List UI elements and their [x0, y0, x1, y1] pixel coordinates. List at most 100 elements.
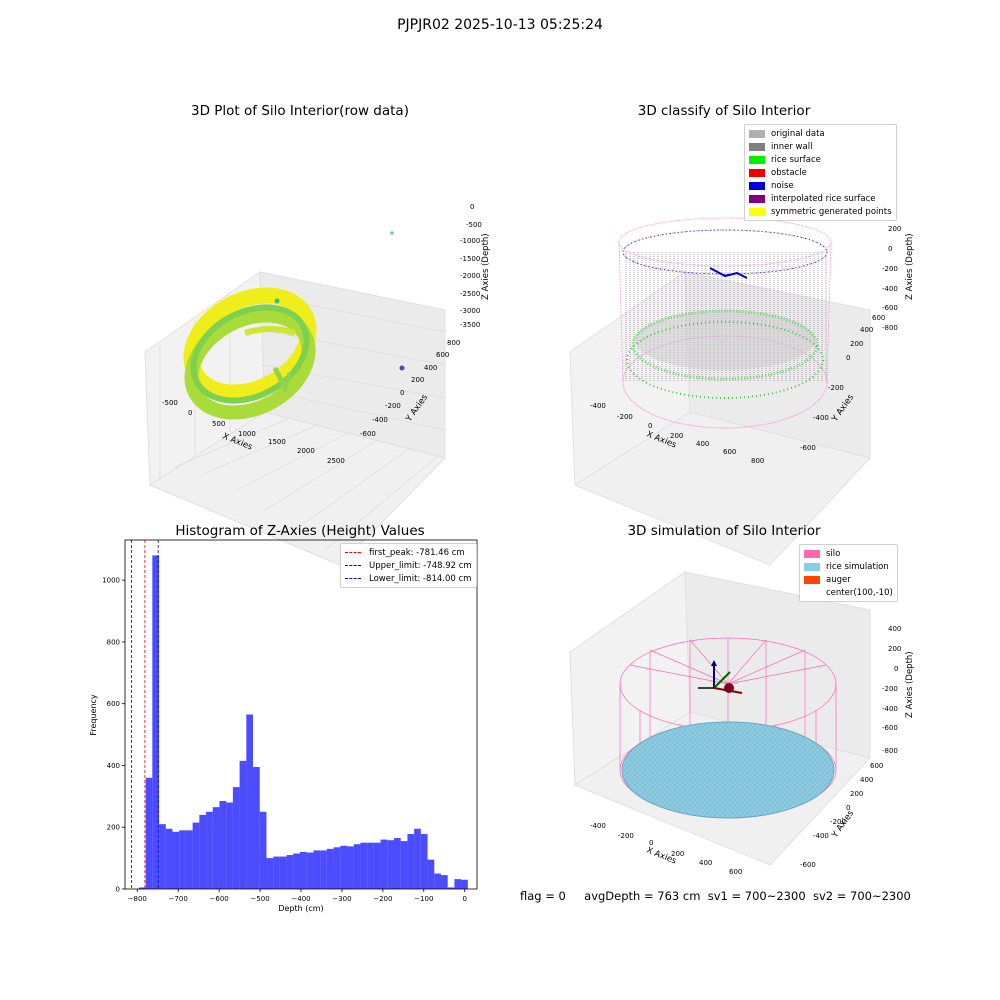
histogram-bar: [387, 840, 394, 889]
svg-text:-2500: -2500: [460, 290, 480, 298]
histogram-bars: [138, 555, 468, 889]
legend-swatch: [345, 565, 361, 566]
histogram-y-tick-label: 800: [107, 638, 120, 646]
svg-text:200: 200: [671, 850, 684, 858]
raw-ring-data: [183, 287, 317, 420]
legend-item: silo: [804, 547, 893, 560]
histogram-bar: [414, 828, 421, 889]
histogram-x-tick-label: −700: [169, 895, 188, 903]
svg-text:-400: -400: [882, 285, 898, 293]
legend-item: center(100,-10): [804, 586, 893, 599]
classify-silo-cloud: [618, 217, 832, 429]
histogram-bar: [407, 834, 415, 889]
simulation-plot-title: 3D simulation of Silo Interior: [627, 523, 821, 539]
svg-text:200: 200: [850, 790, 863, 798]
histogram-bar: [179, 830, 186, 889]
histogram-bar: [279, 856, 287, 889]
histogram-bar: [300, 851, 307, 889]
histogram-bar: [454, 879, 462, 889]
svg-text:-200: -200: [882, 685, 898, 693]
histogram-bar: [159, 824, 166, 889]
figure-title: PJPJR02 2025-10-13 05:25:24: [397, 17, 603, 33]
histogram-bar: [380, 839, 388, 889]
svg-text:600: 600: [870, 762, 883, 770]
raw-plot-title: 3D Plot of Silo Interior(row data): [191, 103, 409, 119]
svg-text:-600: -600: [800, 861, 816, 869]
histogram-bar: [138, 887, 146, 889]
svg-text:-600: -600: [800, 444, 816, 452]
legend-item: auger: [804, 573, 893, 586]
histogram-bar: [185, 830, 193, 889]
legend-swatch: [749, 168, 765, 177]
raw-x-ticks: -500 0 500 1000 1500 2000 2500: [162, 399, 345, 465]
svg-text:0: 0: [846, 804, 850, 812]
legend-item: Upper_limit: -748.92 cm: [345, 559, 472, 572]
histogram-x-tick-label: 0: [462, 895, 466, 903]
legend-swatch: [804, 549, 820, 558]
sim-x-label: X Axies: [645, 846, 678, 867]
raw-y-ticks: -600 -400 -200 0 200 400 600 800: [360, 339, 460, 438]
svg-text:0: 0: [888, 245, 892, 253]
histogram-bar: [340, 845, 348, 889]
svg-text:-2000: -2000: [460, 272, 480, 280]
legend-swatch: [345, 552, 361, 553]
histogram-x-tick-label: −200: [373, 895, 392, 903]
histogram-y-tick-label: 1000: [102, 577, 120, 585]
svg-text:600: 600: [872, 314, 885, 322]
svg-text:200: 200: [411, 376, 424, 384]
legend-item: Lower_limit: -814.00 cm: [345, 572, 472, 585]
classify-z-label: Z Axies (Depth): [905, 233, 915, 300]
svg-text:-200: -200: [882, 265, 898, 273]
svg-text:0: 0: [400, 389, 404, 397]
histogram-y-tick-label: 0: [116, 886, 120, 894]
histogram-legend: first_peak: -781.46 cm Upper_limit: -748…: [340, 543, 477, 588]
svg-text:-400: -400: [372, 416, 388, 424]
sim-z-ticks: 400 200 0 -200 -400 -600 -800: [882, 625, 901, 755]
histogram-bar: [286, 855, 294, 889]
svg-text:800: 800: [751, 457, 764, 465]
histogram-bar: [192, 822, 200, 889]
raw-z-label: Z Axies (Depth): [481, 233, 491, 300]
legend-item: first_peak: -781.46 cm: [345, 546, 472, 559]
histogram-bar: [447, 887, 455, 889]
histogram-bar: [400, 841, 408, 889]
legend-swatch: [749, 129, 765, 138]
histogram-bar: [326, 848, 334, 889]
svg-text:-800: -800: [882, 747, 898, 755]
histogram-bar: [232, 787, 240, 889]
histogram-bar: [206, 811, 213, 889]
sim-auger-center: [698, 660, 743, 694]
flag-value: flag = 0: [520, 889, 566, 903]
histogram-bar: [246, 714, 254, 889]
histogram-bar: [145, 777, 153, 889]
svg-text:-600: -600: [360, 430, 376, 438]
legend-swatch: [749, 155, 765, 164]
histogram-x-ticks: −800 −700 −600 −500 −400 −300 −200 −100 0: [128, 889, 467, 903]
sim-rice-mesh: [622, 722, 834, 818]
histogram-bar: [434, 873, 441, 889]
svg-text:1000: 1000: [238, 430, 256, 438]
svg-text:-800: -800: [882, 324, 898, 332]
histogram-bar: [367, 842, 374, 889]
svg-text:400: 400: [696, 440, 709, 448]
histogram-bar: [199, 814, 207, 889]
histogram-bar: [259, 811, 267, 889]
svg-text:0: 0: [188, 409, 192, 417]
svg-text:-400: -400: [590, 402, 606, 410]
histogram-bar: [360, 842, 368, 889]
legend-item: inner wall: [749, 140, 892, 153]
histogram-bar: [293, 853, 301, 889]
legend-swatch: [749, 142, 765, 151]
avg-depth-value: avgDepth = 763 cm: [584, 889, 701, 903]
svg-text:-500: -500: [162, 399, 178, 407]
histogram-y-tick-label: 200: [107, 824, 120, 832]
histogram-bar: [212, 807, 220, 889]
histogram-bar: [320, 850, 327, 889]
raw-outlier-point: [274, 298, 280, 304]
legend-item: interpolated rice surface: [749, 192, 892, 205]
svg-text:-400: -400: [813, 832, 829, 840]
svg-text:600: 600: [723, 448, 736, 456]
legend-swatch: [804, 575, 820, 584]
svg-text:200: 200: [888, 645, 901, 653]
histogram-bar: [461, 879, 468, 889]
